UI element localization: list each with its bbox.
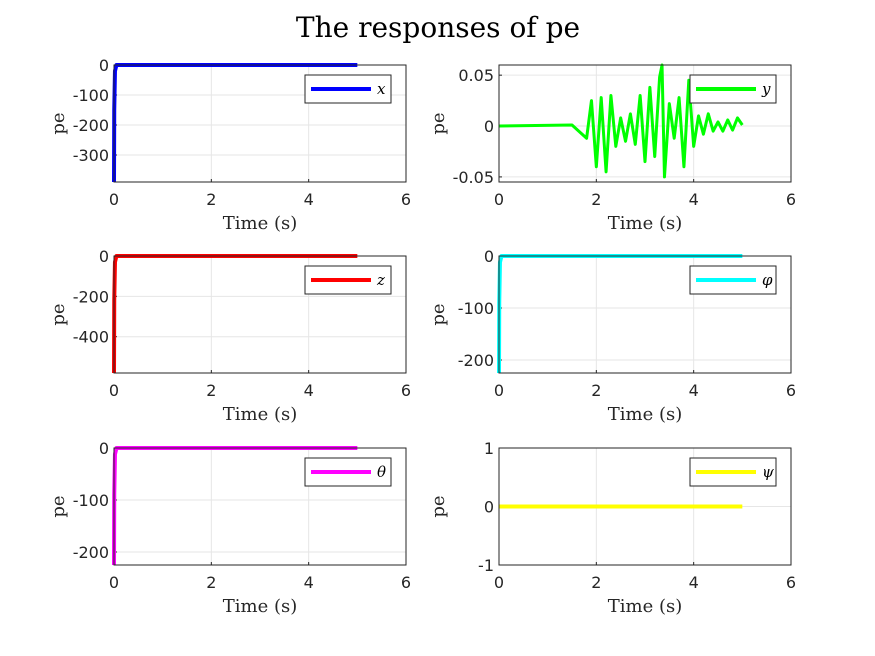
x-tick-label: 2 (591, 190, 601, 209)
x-tick-label: 4 (689, 573, 699, 592)
x-tick-label: 0 (494, 190, 504, 209)
x-tick-label: 4 (689, 190, 699, 209)
y-tick-label: -0.05 (453, 168, 494, 187)
x-axis-label: Time (s) (223, 404, 298, 425)
y-axis-label: pe (48, 303, 69, 325)
x-tick-label: 6 (401, 190, 411, 209)
y-tick-label: 0 (484, 498, 494, 517)
x-tick-label: 4 (689, 381, 699, 400)
y-tick-label: -100 (73, 86, 109, 105)
y-tick-label: -200 (458, 351, 494, 370)
legend: θ (304, 457, 392, 487)
axes-frame (113, 255, 407, 374)
legend-label: φ (762, 271, 773, 289)
x-axis-label: Time (s) (223, 213, 298, 234)
subplot-3: 0 2 4 6 0 -200 -400 Time (s) pe z (48, 247, 411, 425)
legend-label: x (377, 80, 386, 98)
x-tick-label: 0 (109, 381, 119, 400)
axes-frame (498, 255, 792, 374)
y-axis-label: pe (428, 303, 449, 325)
x-tick-label: 0 (109, 190, 119, 209)
x-tick-label: 0 (494, 381, 504, 400)
y-tick-label: -200 (73, 287, 109, 306)
x-tick-label: 4 (304, 190, 314, 209)
y-tick-label: -100 (73, 491, 109, 510)
legend: x (304, 74, 392, 104)
y-tick-label: 1 (484, 439, 494, 458)
y-tick-label: -100 (458, 299, 494, 318)
y-tick-label: 0 (484, 247, 494, 266)
x-tick-label: 0 (109, 573, 119, 592)
y-tick-label: -1 (478, 556, 494, 575)
legend: φ (689, 265, 777, 295)
y-tick-label: -200 (73, 116, 109, 135)
x-tick-label: 0 (494, 573, 504, 592)
y-tick-label: -200 (73, 543, 109, 562)
y-tick-label: 0 (484, 117, 494, 136)
x-axis-label: Time (s) (608, 404, 683, 425)
y-axis-label: pe (428, 112, 449, 134)
axes-frame (498, 447, 792, 566)
legend-label: θ (377, 463, 386, 481)
legend: ψ (689, 457, 777, 487)
legend: z (304, 265, 392, 295)
x-tick-label: 6 (401, 381, 411, 400)
series-line-1 (498, 63, 744, 179)
x-tick-label: 6 (786, 573, 796, 592)
figure-title: The responses of pe (296, 11, 580, 44)
y-tick-label: 0 (99, 56, 109, 75)
x-axis-label: Time (s) (608, 213, 683, 234)
x-tick-label: 6 (786, 381, 796, 400)
y-tick-label: 0.05 (458, 66, 494, 85)
x-tick-label: 2 (591, 573, 601, 592)
x-tick-label: 4 (304, 381, 314, 400)
subplot-1: 0 2 4 6 0 -100 -200 -300 Time (s) pe x (48, 56, 411, 234)
legend-label: z (376, 271, 385, 289)
axes-frame (113, 447, 407, 566)
y-axis-label: pe (428, 495, 449, 517)
y-tick-label: 0 (99, 247, 109, 266)
y-tick-label: 0 (99, 439, 109, 458)
x-tick-label: 2 (591, 381, 601, 400)
x-tick-label: 4 (304, 573, 314, 592)
y-tick-label: -400 (73, 328, 109, 347)
y-axis-label: pe (48, 112, 69, 134)
axes-frame (498, 64, 792, 183)
x-tick-label: 6 (401, 573, 411, 592)
legend-label: ψ (762, 463, 774, 481)
y-axis-label: pe (48, 495, 69, 517)
x-tick-label: 6 (786, 190, 796, 209)
y-tick-label: -300 (73, 146, 109, 165)
legend: y (689, 74, 777, 104)
x-tick-label: 2 (206, 573, 216, 592)
axes-frame (113, 64, 407, 183)
subplot-4: 0 2 4 6 0 -100 -200 Time (s) pe φ (428, 247, 796, 425)
x-tick-label: 2 (206, 190, 216, 209)
x-tick-label: 2 (206, 381, 216, 400)
legend-label: y (761, 80, 771, 98)
x-axis-label: Time (s) (223, 596, 298, 617)
x-axis-label: Time (s) (608, 596, 683, 617)
subplot-5: 0 2 4 6 0 -100 -200 Time (s) pe θ (48, 439, 411, 617)
